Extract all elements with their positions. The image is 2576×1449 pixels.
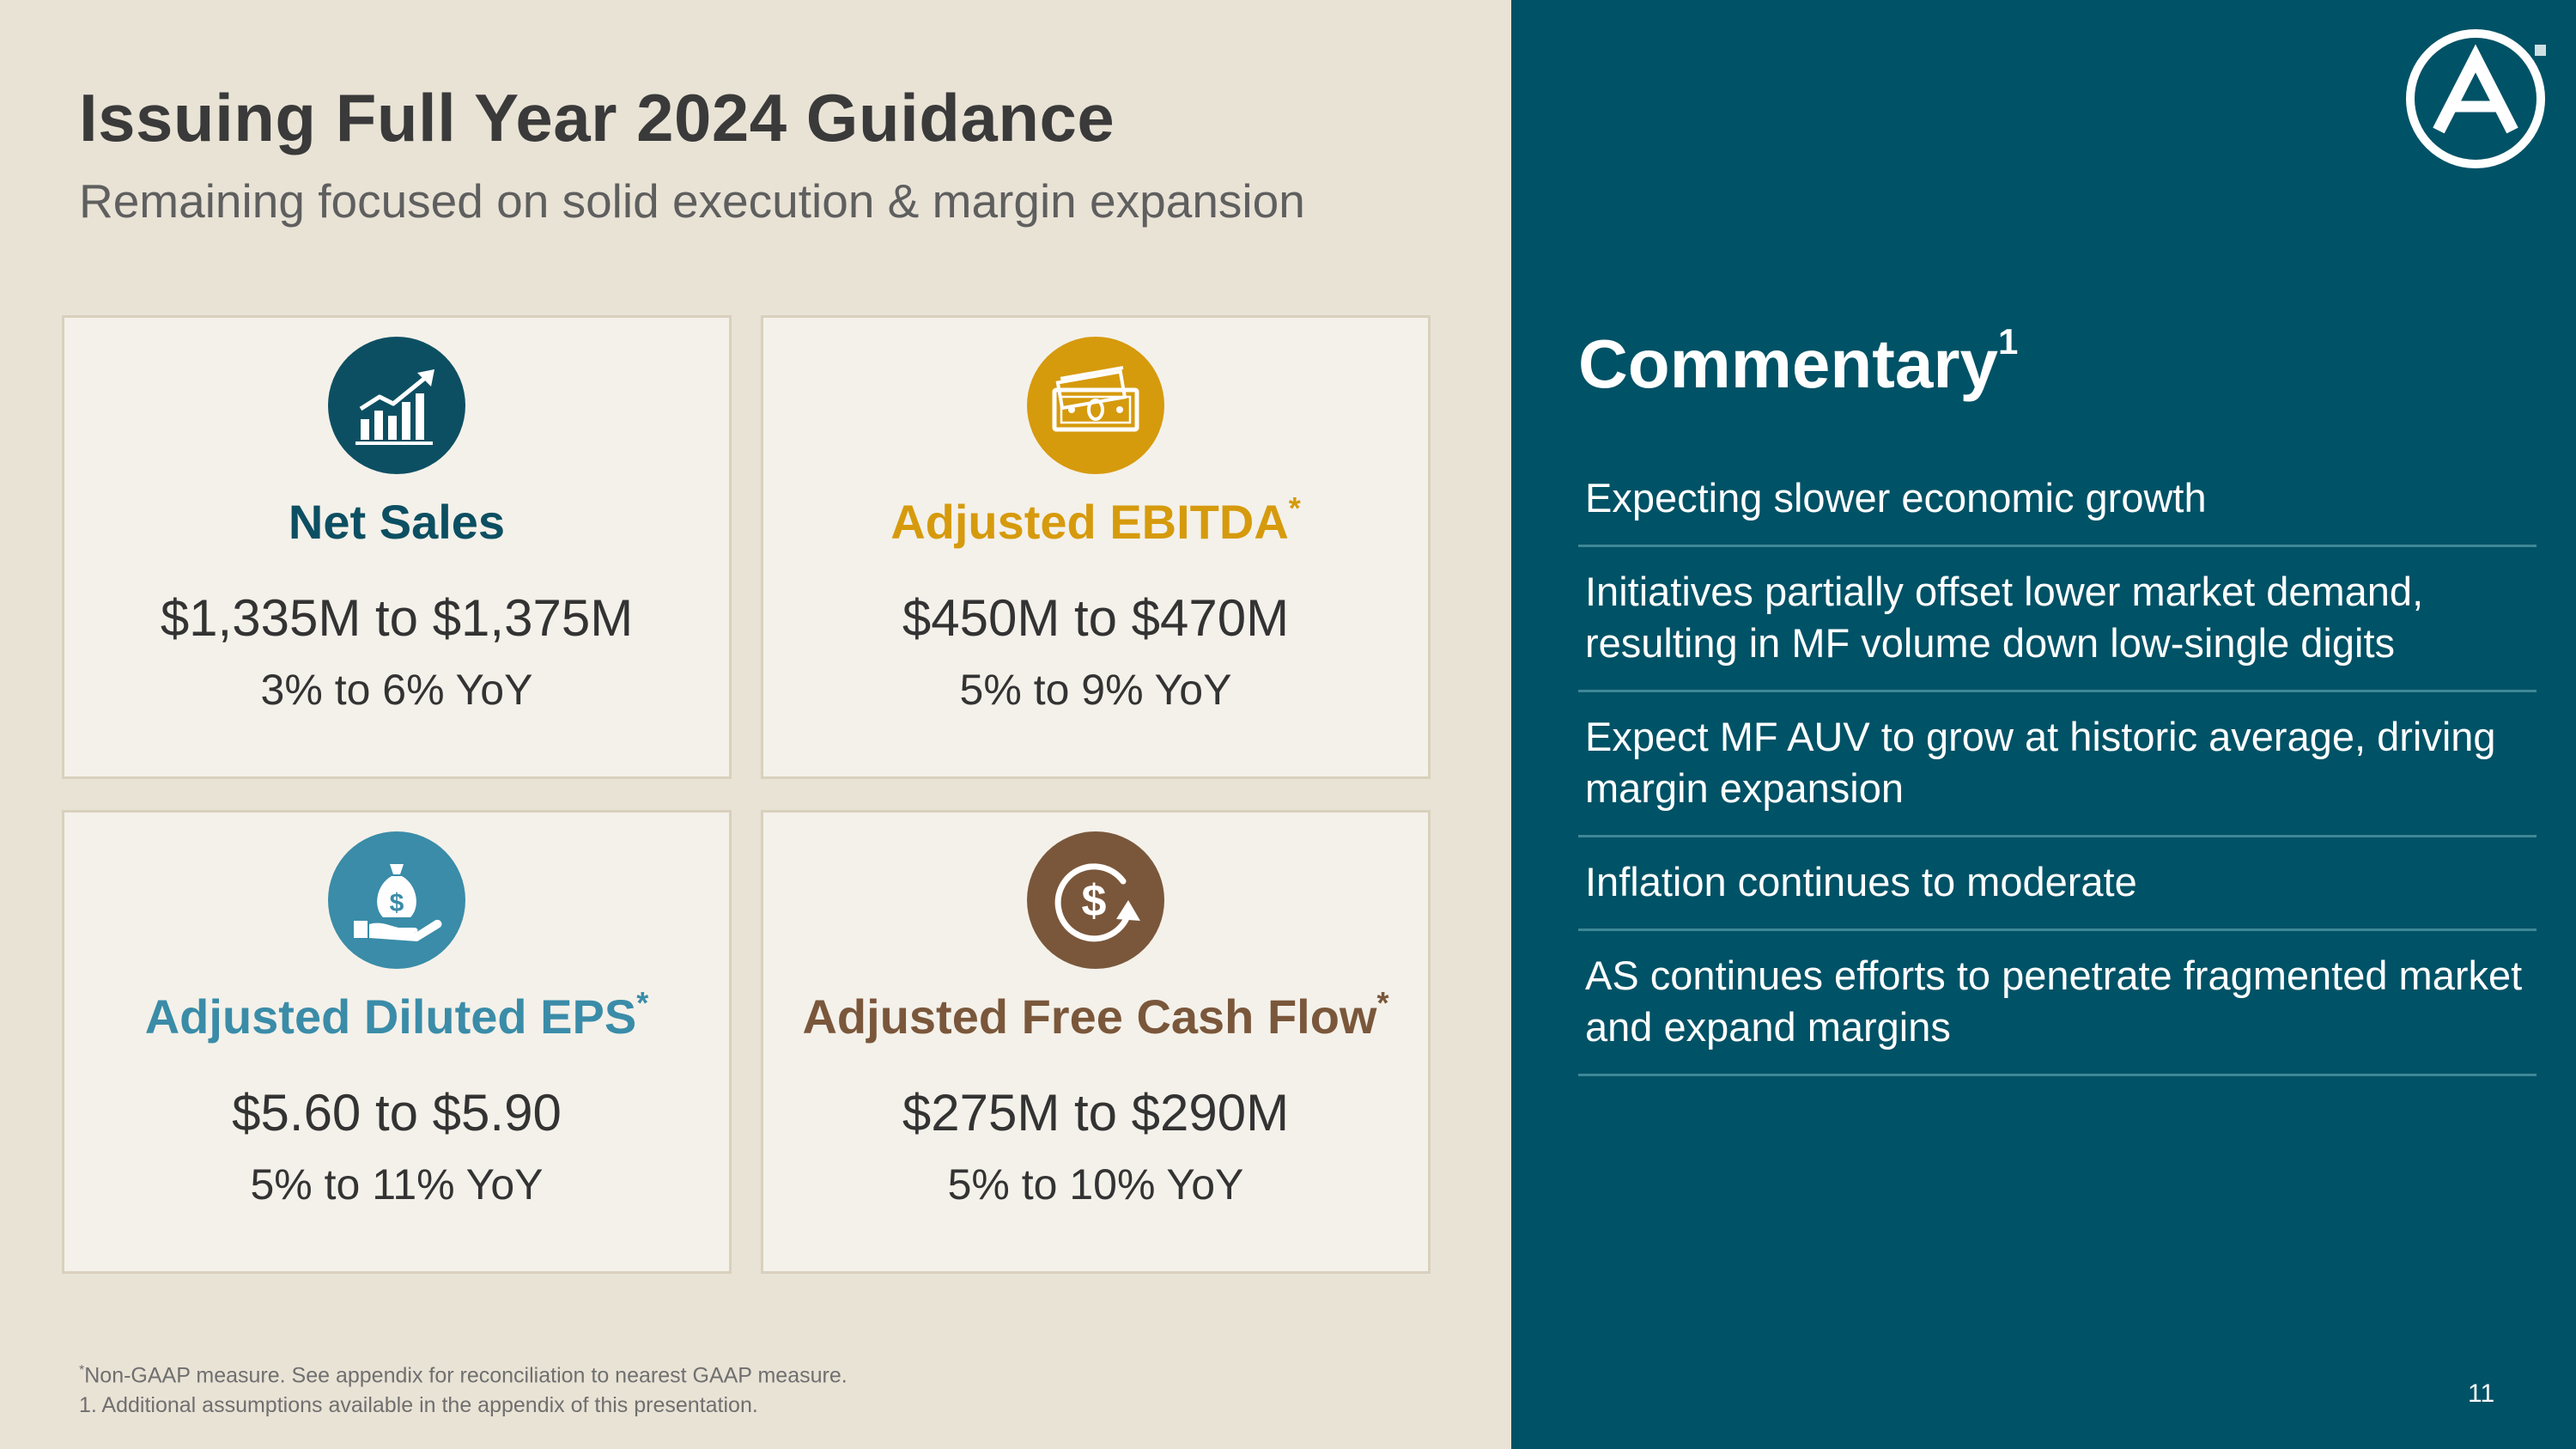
commentary-panel [1511,0,2576,1449]
main-panel: Issuing Full Year 2024 Guidance Remainin… [62,80,1431,1421]
svg-text:$: $ [1082,876,1107,926]
card-yoy: 5% to 10% YoY [947,1160,1244,1209]
growth-chart-icon [328,337,465,474]
card-range: $450M to $470M [902,589,1290,647]
card-range: $1,335M to $1,375M [160,589,634,647]
slide-subtitle: Remaining focused on solid execution & m… [79,174,1305,228]
card-label: Adjusted EBITDA* [890,490,1301,549]
page-number: 11 [2468,1379,2495,1408]
guidance-card-adjusted-ebitda: Adjusted EBITDA* $450M to $470M 5% to 9%… [761,315,1431,779]
guidance-card-adjusted-free-cash-flow: $ Adjusted Free Cash Flow* $275M to $290… [761,810,1431,1274]
card-range: $5.60 to $5.90 [232,1084,562,1142]
commentary-item: Expecting slower economic growth [1578,448,2537,547]
money-bills-icon [1027,337,1164,474]
card-yoy: 3% to 6% YoY [260,666,533,714]
card-label: Adjusted Free Cash Flow* [802,985,1389,1044]
guidance-card-net-sales: Net Sales $1,335M to $1,375M 3% to 6% Yo… [62,315,732,779]
money-bag-hand-icon: $ [328,831,465,969]
commentary-item: Inflation continues to moderate [1578,837,2537,931]
card-label: Adjusted Diluted EPS* [144,985,649,1044]
card-yoy: 5% to 9% YoY [959,666,1232,714]
commentary-item: Expect MF AUV to grow at historic averag… [1578,692,2537,837]
footnote-1: 1. Additional assumptions available in t… [79,1393,758,1418]
footnotes: *Non-GAAP measure. See appendix for reco… [79,1355,848,1421]
card-yoy: 5% to 11% YoY [250,1160,544,1209]
svg-text:$: $ [390,889,404,917]
card-range: $275M to $290M [902,1084,1290,1142]
commentary-item: AS continues efforts to penetrate fragme… [1578,931,2537,1076]
guidance-card-adjusted-diluted-eps: $ Adjusted Diluted EPS* $5.60 to $5.90 5… [62,810,732,1274]
card-label: Net Sales [288,495,506,549]
commentary-title: Commentary1 [1578,321,2019,402]
trademark-mark [2535,45,2546,56]
cash-cycle-icon: $ [1027,831,1164,969]
commentary-list: Expecting slower economic growth Initiat… [1578,448,2537,1076]
footnote-non-gaap: *Non-GAAP measure. See appendix for reco… [79,1363,848,1388]
slide-title: Issuing Full Year 2024 Guidance [79,80,1115,155]
company-logo [2404,27,2547,170]
commentary-item: Initiatives partially offset lower marke… [1578,547,2537,692]
